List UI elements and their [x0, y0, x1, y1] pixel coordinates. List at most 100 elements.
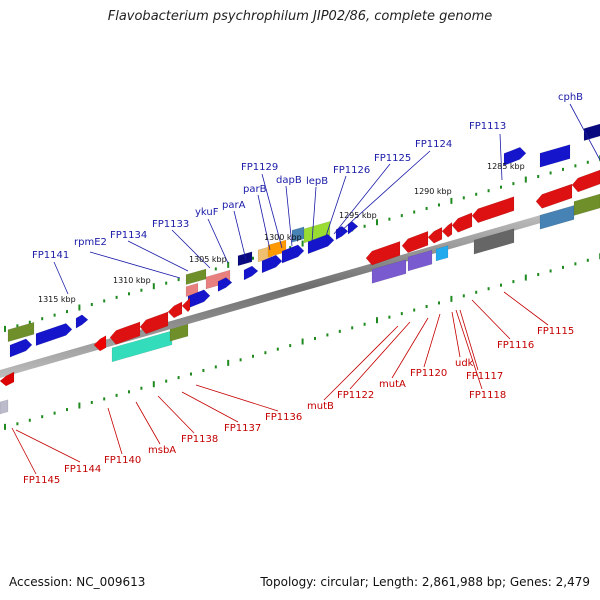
reverse-tick	[537, 273, 540, 277]
scale-label-1285: 1285 kbp	[487, 162, 525, 171]
reverse-leader-line	[503, 291, 549, 326]
forward-tick	[165, 281, 168, 285]
forward-tick	[115, 295, 118, 299]
reverse-leader-line	[391, 317, 429, 379]
reverse-tick	[103, 397, 106, 401]
genome-title: Flavobacterium psychrophilum JIP02/86, c…	[107, 9, 493, 24]
forward-leader-line	[311, 186, 317, 243]
gene-label-fp1120: FP1120	[410, 368, 447, 379]
forward-tick	[66, 310, 68, 314]
forward-tick	[252, 256, 254, 260]
reverse-gene-block	[451, 212, 473, 233]
reverse-tick	[264, 351, 267, 355]
reverse-leader-line	[135, 401, 161, 445]
forward-tick	[140, 288, 143, 292]
reverse-tick	[450, 295, 453, 302]
gene-label-fp1115: FP1115	[537, 326, 574, 337]
reverse-leader-line	[181, 391, 239, 423]
reverse-tick	[128, 390, 130, 394]
reverse-tick	[177, 376, 180, 380]
reverse-gene-block	[167, 301, 183, 319]
forward-gene-block	[7, 321, 35, 343]
forward-leader-line	[171, 229, 211, 269]
reverse-tick	[165, 379, 168, 383]
forward-gene-block	[307, 233, 335, 255]
reverse-gene-block	[473, 228, 515, 255]
reverse-gene-block	[407, 249, 433, 272]
forward-tick	[41, 317, 44, 321]
forward-tick	[487, 189, 490, 193]
reverse-gene-block	[427, 226, 443, 244]
reverse-tick	[276, 347, 279, 351]
forward-leader-line	[207, 218, 229, 264]
gene-label-fp1126: FP1126	[333, 165, 370, 176]
reverse-gene-block	[571, 169, 600, 193]
reverse-tick	[413, 308, 416, 312]
reverse-gene-block	[93, 335, 107, 352]
reverse-leader-line	[471, 299, 511, 340]
forward-tick	[90, 302, 93, 306]
gene-label-udk: udk	[455, 358, 474, 369]
forward-gene-block	[237, 251, 253, 267]
gene-label-para: parA	[222, 200, 246, 211]
gene-label-dapb: dapB	[276, 175, 302, 186]
gene-label-fp1124: FP1124	[415, 139, 452, 150]
forward-tick	[512, 182, 515, 186]
forward-tick	[4, 325, 6, 332]
reverse-tick	[301, 338, 304, 345]
gene-label-fp1145: FP1145	[23, 475, 60, 486]
forward-tick	[128, 292, 130, 296]
forward-tick	[450, 197, 453, 204]
gene-label-fp1129: FP1129	[241, 162, 278, 173]
forward-gene-block	[303, 221, 331, 244]
reverse-gene-block	[401, 230, 429, 254]
forward-gene-block	[75, 314, 89, 329]
forward-leader-line	[569, 103, 600, 161]
accession-text: Accession: NC_009613	[9, 575, 146, 589]
reverse-tick	[16, 422, 19, 426]
gene-label-fp1122: FP1122	[337, 390, 374, 401]
forward-tick	[152, 283, 155, 290]
forward-gene-block	[503, 146, 527, 166]
forward-gene-block	[35, 323, 73, 347]
reverse-tick	[152, 381, 155, 388]
gene-label-mutb: mutB	[307, 401, 334, 412]
reverse-tick	[512, 280, 515, 284]
forward-tick	[28, 320, 31, 324]
gene-label-rpme2: rpmE2	[74, 237, 107, 248]
forward-leader-line	[499, 133, 503, 181]
forward-leader-line	[127, 240, 189, 272]
forward-tick	[53, 313, 56, 317]
reverse-leader-line	[459, 309, 479, 371]
forward-gene-block	[185, 268, 207, 286]
reverse-tick	[4, 423, 6, 430]
reverse-tick	[115, 393, 118, 397]
reverse-gene-block	[441, 221, 453, 238]
reverse-leader-line	[157, 395, 195, 434]
forward-tick	[549, 171, 552, 175]
forward-leader-line	[233, 210, 247, 261]
reverse-tick	[562, 265, 564, 269]
scale-label-1310: 1310 kbp	[113, 276, 151, 285]
gene-label-cphb: cphB	[558, 92, 583, 103]
forward-leader-line	[53, 261, 69, 295]
reverse-tick	[376, 317, 378, 324]
reverse-leader-line	[11, 427, 37, 475]
reverse-gene-block	[371, 259, 407, 284]
reverse-tick	[475, 290, 478, 294]
forward-leader-line	[89, 251, 181, 279]
reverse-tick	[214, 365, 217, 369]
forward-tick	[562, 167, 564, 171]
reverse-tick	[363, 322, 366, 326]
reverse-tick	[90, 400, 93, 404]
reverse-tick	[500, 283, 502, 287]
reverse-gene-block	[539, 205, 575, 230]
forward-gene-block	[9, 338, 33, 358]
reverse-tick	[289, 344, 292, 348]
gene-label-fp1141: FP1141	[32, 250, 69, 261]
reverse-tick	[586, 258, 589, 262]
forward-gene-block	[281, 244, 305, 264]
forward-tick	[214, 267, 217, 271]
reverse-tick	[252, 354, 254, 358]
